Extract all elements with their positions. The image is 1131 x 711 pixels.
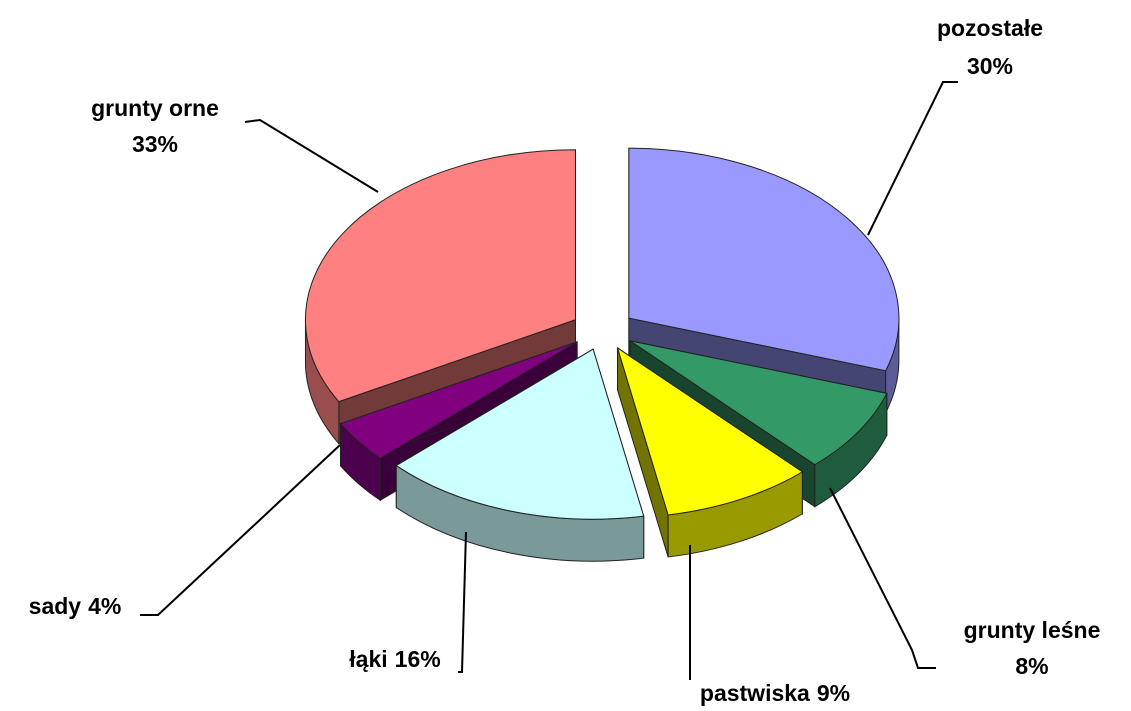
category-label: grunty orne (91, 95, 219, 121)
value-label: 16% (395, 646, 441, 672)
value-label: 4% (88, 593, 121, 619)
data-label: łąki 16% (349, 646, 440, 672)
category-label: pozostałe (937, 15, 1043, 41)
category-label: pastwiska (700, 680, 810, 706)
leader-line (458, 531, 467, 673)
category-label: grunty leśne (964, 617, 1101, 643)
slice (304, 149, 576, 403)
slice (395, 348, 645, 520)
value-label: 33% (132, 131, 178, 157)
category-label: sady (29, 593, 82, 619)
slice (339, 341, 578, 459)
leader-lines (140, 81, 958, 680)
leader-line (140, 444, 341, 616)
leader-line (829, 487, 936, 669)
leader-line (867, 81, 958, 236)
slice (616, 346, 804, 516)
category-label: łąki (349, 646, 387, 672)
slice (616, 346, 804, 558)
value-label: 30% (967, 53, 1013, 79)
data-labels: pozostałe 30% grunty leśne 8% pastwiska 9… (29, 15, 1101, 706)
data-label: sady 4% (29, 593, 122, 619)
leader-line (244, 118, 379, 193)
slice (628, 147, 900, 372)
value-label: 8% (1015, 653, 1048, 679)
slice (395, 348, 645, 562)
slice (629, 340, 888, 466)
value-label: 9% (817, 680, 850, 706)
pie (304, 147, 900, 562)
data-label: pastwiska 9% (700, 680, 850, 706)
